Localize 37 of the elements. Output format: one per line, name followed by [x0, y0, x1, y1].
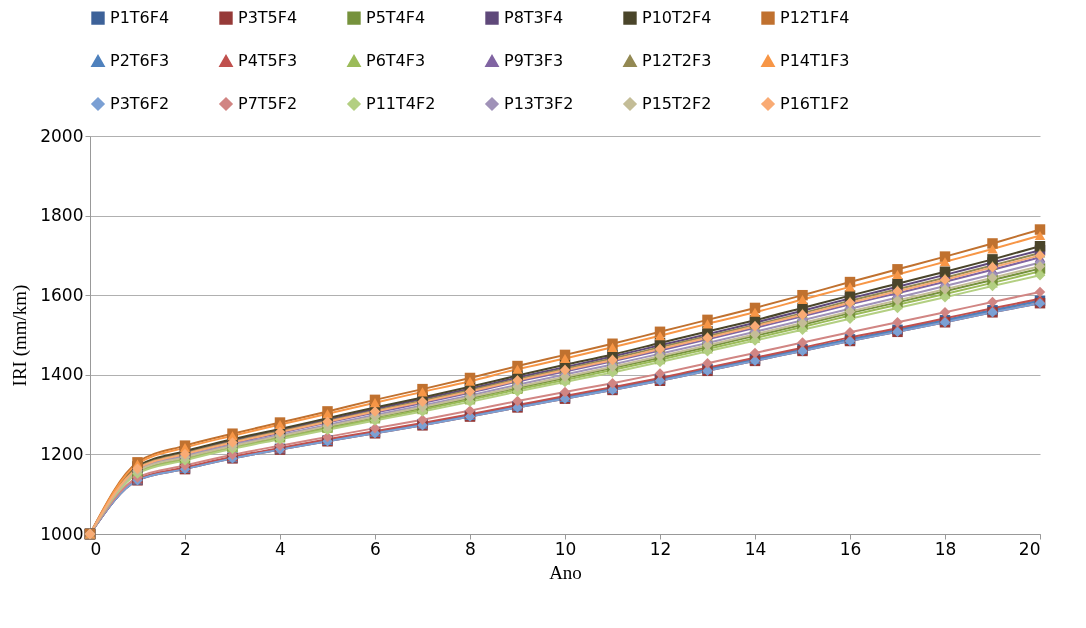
y-tick-label: 1000 [40, 523, 84, 544]
legend-label: P8T3F4 [504, 8, 564, 28]
legend-label: P3T6F2 [110, 94, 170, 113]
legend-label: P12T2F3 [642, 51, 712, 70]
legend-label: P4T5F3 [238, 51, 298, 70]
y-axis-title: IRI (mm/km) [9, 284, 32, 387]
x-tick-label: 12 [649, 538, 672, 559]
legend-label: P2T6F3 [110, 51, 170, 70]
x-axis-title: Ano [549, 561, 582, 583]
y-tick-label: 1600 [40, 284, 84, 305]
x-tick-label: 18 [934, 538, 957, 559]
x-tick-label: 14 [744, 538, 767, 559]
legend-label: P12T1F4 [780, 8, 850, 28]
legend-label: P16T1F2 [780, 94, 850, 113]
y-tick-label: 1800 [40, 205, 84, 226]
legend-label: P11T4F2 [366, 94, 436, 113]
x-tick-label: 2 [180, 538, 191, 559]
legend-label: P15T2F2 [642, 94, 712, 113]
legend-label: P5T4F4 [366, 8, 426, 28]
legend-label: P13T3F2 [504, 94, 574, 113]
y-tick-label: 1200 [40, 443, 84, 464]
legend-label: P3T5F4 [238, 8, 298, 28]
x-tick-label: 0 [90, 538, 102, 559]
x-tick-label: 8 [465, 538, 476, 559]
x-tick-label: 6 [370, 538, 381, 559]
x-tick-label: 10 [554, 538, 577, 559]
legend-label: P14T1F3 [780, 51, 850, 70]
legend-label: P1T6F4 [110, 8, 170, 28]
x-tick-label: 20 [1018, 538, 1041, 559]
x-tick-label: 4 [275, 538, 286, 559]
y-tick-label: 1400 [40, 364, 84, 385]
legend-label: P7T5F2 [238, 94, 298, 113]
y-tick-label: 2000 [40, 125, 84, 146]
legend-label: P10T2F4 [642, 8, 712, 28]
legend-label: P9T3F3 [504, 51, 564, 70]
x-tick-label: 16 [839, 538, 862, 559]
legend-label: P6T4F3 [366, 51, 426, 70]
